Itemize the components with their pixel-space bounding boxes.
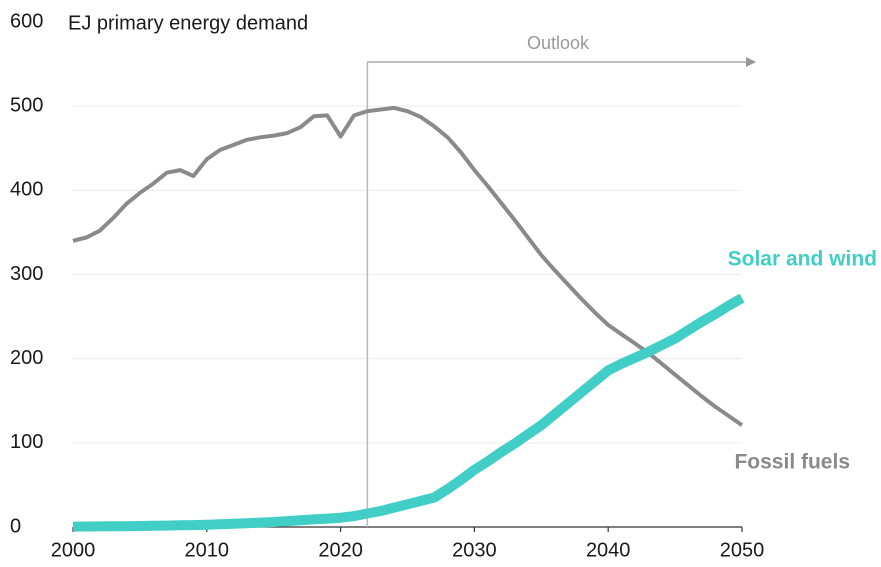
series-line (72, 293, 745, 532)
x-tick-label: 2040 (586, 539, 631, 561)
y-tick-label: 300 (10, 263, 43, 285)
x-tick-label: 2030 (452, 539, 497, 561)
x-tick-label: 2000 (51, 539, 96, 561)
annotation: Outlook (527, 33, 590, 53)
x-tick-label: 2020 (318, 539, 363, 561)
y-tick-label: 0 (10, 515, 21, 537)
series-label: Solar and wind (728, 248, 877, 271)
series-label: Fossil fuels (734, 451, 850, 474)
y-tick-label: 500 (10, 94, 43, 116)
series-line (72, 105, 744, 427)
y-tick-label: 400 (10, 179, 43, 201)
y-tick-label: 600 (10, 10, 43, 32)
y-tick-label: 100 (10, 431, 43, 453)
arrow-head (746, 57, 756, 67)
y-axis-label: EJ primary energy demand (68, 12, 308, 34)
x-tick-label: 2010 (185, 539, 230, 561)
x-tick-label: 2050 (720, 539, 765, 561)
y-tick-label: 200 (10, 347, 43, 369)
